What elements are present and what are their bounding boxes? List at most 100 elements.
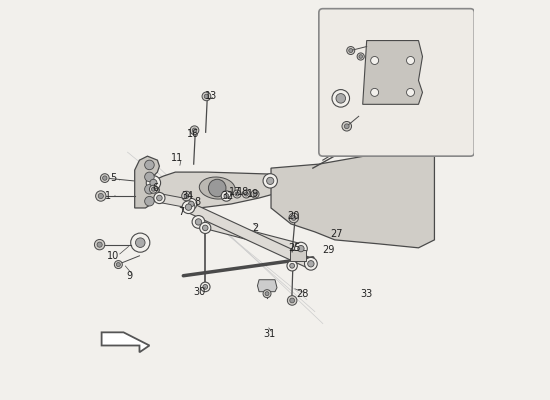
- Text: 13: 13: [205, 91, 217, 101]
- Polygon shape: [271, 144, 434, 248]
- Text: 11: 11: [171, 153, 184, 163]
- Polygon shape: [197, 217, 302, 253]
- Circle shape: [244, 192, 248, 196]
- Text: 28: 28: [296, 289, 309, 299]
- Circle shape: [190, 126, 199, 135]
- Circle shape: [203, 284, 208, 289]
- Circle shape: [101, 174, 109, 182]
- Circle shape: [292, 216, 296, 220]
- Circle shape: [265, 292, 269, 296]
- Text: 1: 1: [104, 191, 111, 201]
- Text: 34: 34: [181, 191, 194, 201]
- Circle shape: [182, 201, 195, 214]
- Circle shape: [359, 55, 362, 58]
- Circle shape: [332, 90, 350, 107]
- Circle shape: [287, 296, 297, 305]
- Circle shape: [145, 184, 154, 194]
- Polygon shape: [257, 280, 277, 292]
- Circle shape: [233, 190, 241, 198]
- Circle shape: [243, 190, 250, 198]
- Circle shape: [342, 122, 351, 131]
- Ellipse shape: [199, 177, 235, 199]
- Text: 32: 32: [221, 191, 233, 201]
- Circle shape: [146, 176, 161, 190]
- Circle shape: [154, 192, 165, 204]
- Circle shape: [200, 222, 211, 234]
- Circle shape: [103, 176, 107, 180]
- Text: 29: 29: [323, 245, 335, 255]
- Text: 30: 30: [193, 287, 205, 297]
- FancyBboxPatch shape: [290, 250, 306, 260]
- Circle shape: [186, 198, 197, 210]
- Circle shape: [344, 124, 349, 129]
- Text: 5: 5: [111, 173, 117, 183]
- Circle shape: [184, 194, 189, 198]
- Text: 10: 10: [107, 251, 120, 261]
- Circle shape: [145, 196, 154, 206]
- Text: 16: 16: [187, 129, 200, 139]
- Circle shape: [150, 185, 157, 193]
- Text: 25: 25: [289, 243, 301, 253]
- Circle shape: [95, 240, 105, 250]
- Circle shape: [151, 187, 156, 191]
- Circle shape: [289, 213, 299, 223]
- Circle shape: [371, 56, 378, 64]
- Circle shape: [371, 88, 378, 96]
- Circle shape: [346, 46, 355, 54]
- Polygon shape: [158, 194, 192, 208]
- Circle shape: [263, 174, 277, 188]
- Circle shape: [221, 191, 232, 201]
- Circle shape: [224, 194, 229, 198]
- Polygon shape: [135, 156, 160, 208]
- Circle shape: [263, 290, 271, 298]
- Circle shape: [267, 177, 274, 184]
- Polygon shape: [102, 332, 150, 352]
- Polygon shape: [186, 202, 313, 268]
- Text: 7: 7: [178, 207, 184, 217]
- Circle shape: [131, 233, 150, 252]
- Circle shape: [287, 260, 298, 271]
- Text: 31: 31: [263, 328, 275, 338]
- Circle shape: [202, 225, 208, 231]
- Circle shape: [406, 88, 415, 96]
- Circle shape: [195, 219, 202, 225]
- Text: 18: 18: [237, 187, 249, 197]
- Circle shape: [185, 204, 192, 210]
- Circle shape: [235, 192, 239, 196]
- Circle shape: [204, 94, 208, 98]
- Circle shape: [336, 94, 345, 103]
- Circle shape: [305, 258, 317, 270]
- Circle shape: [114, 260, 122, 268]
- Circle shape: [349, 48, 353, 52]
- Circle shape: [357, 53, 364, 60]
- Circle shape: [189, 201, 194, 207]
- Text: 20: 20: [287, 211, 299, 221]
- Circle shape: [406, 56, 415, 64]
- Circle shape: [182, 191, 191, 201]
- Circle shape: [307, 260, 314, 267]
- Circle shape: [98, 194, 103, 199]
- Circle shape: [290, 263, 295, 268]
- Circle shape: [295, 242, 307, 255]
- Circle shape: [145, 160, 154, 170]
- Text: 8: 8: [194, 197, 200, 207]
- Circle shape: [145, 172, 154, 182]
- Circle shape: [202, 92, 211, 101]
- Circle shape: [192, 216, 205, 228]
- Text: 19: 19: [247, 189, 259, 199]
- Text: 27: 27: [331, 229, 343, 239]
- Circle shape: [150, 179, 157, 186]
- Text: 33: 33: [361, 289, 373, 299]
- FancyBboxPatch shape: [319, 9, 474, 156]
- Circle shape: [298, 246, 304, 252]
- Circle shape: [135, 238, 145, 248]
- Text: 17: 17: [229, 187, 241, 197]
- Circle shape: [192, 128, 197, 132]
- Circle shape: [208, 179, 226, 197]
- Text: 6: 6: [152, 183, 158, 193]
- Polygon shape: [145, 172, 289, 208]
- Circle shape: [157, 195, 162, 201]
- Circle shape: [253, 192, 257, 196]
- Circle shape: [200, 282, 210, 292]
- Circle shape: [97, 242, 102, 247]
